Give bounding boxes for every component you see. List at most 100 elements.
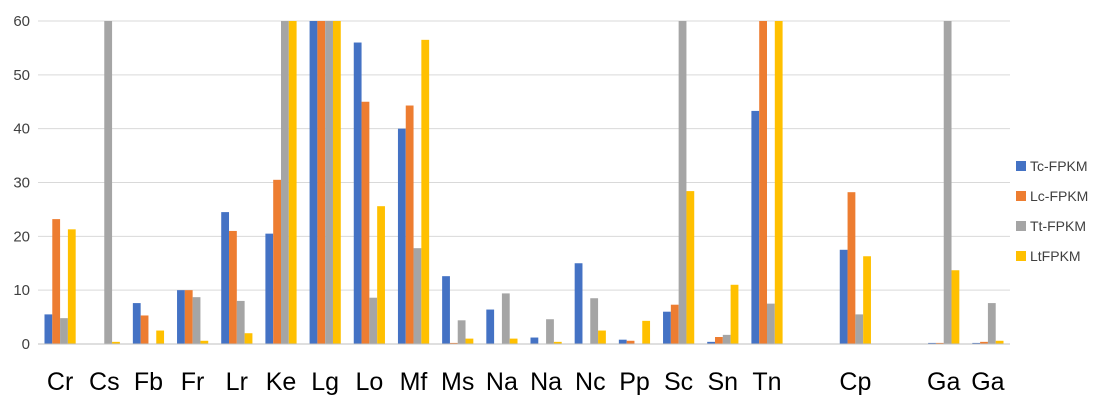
bar-tc-fpkm-cr [44,314,53,344]
bar-ltfpkm-ms [465,338,474,344]
bar-tt-fpkm-tn [767,303,775,345]
x-tick-label: Ga [927,368,960,396]
bar-tt-fpkm-ms [457,320,466,344]
x-tick-label: Cr [47,368,73,396]
bar-tc-fpkm-ke [265,233,274,344]
x-tick-label: Pp [619,368,650,396]
bar-ltfpkm-sc [686,191,695,344]
bar-tc-fpkm-ga [928,342,936,344]
bar-tc-fpkm-sn [707,341,716,344]
bar-tt-fpkm-fr [192,297,201,344]
legend-swatch [1016,221,1026,231]
x-axis-tick-labels: Cr Cs Fb Fr Lr Ke Lg Lo Mf Ms Na Na Nc Pp Sc Sn Tn Cp Ga Ga [47,368,1005,396]
bar-ltfpkm-ga [951,270,960,344]
bar-tt-fpkm-sc [678,21,687,344]
bar-tc-fpkm-tn [751,110,760,345]
gridlines [38,20,1010,291]
x-tick-label: Tn [752,368,781,396]
bar-tt-fpkm-cp [855,314,864,344]
bar-lc-fpkm-mf [405,105,414,345]
bar-ltfpkm-cp [863,256,871,344]
bar-tc-fpkm-lo [353,42,362,344]
y-tick-label: 60 [13,13,30,30]
legend-label: Lc-FPKM [1030,188,1088,204]
bar-ltfpkm-ga [995,340,1004,344]
y-tick-label: 0 [22,336,30,353]
bar-ltfpkm-nc [598,330,606,344]
legend-swatch [1016,191,1026,201]
bar-lc-fpkm-tn [759,21,767,344]
bar-lc-fpkm-ga [935,342,944,344]
x-tick-label: Mf [400,368,428,396]
bar-tc-fpkm-nc [574,263,583,344]
x-tick-label: Lg [311,368,339,396]
bar-tt-fpkm-mf [413,248,422,344]
bar-tt-fpkm-ga [943,21,952,344]
bar-tc-fpkm-na [530,337,539,344]
bar-lc-fpkm-ga [980,341,988,344]
bar-tt-fpkm-ke [281,21,289,344]
bar-ltfpkm-cs [112,341,120,344]
bar-tt-fpkm-lo [369,297,378,344]
y-tick-label: 30 [13,175,30,192]
bar-lc-fpkm-cr [52,219,61,344]
bar-tt-fpkm-lg [325,21,333,344]
bar-ltfpkm-tn [774,21,783,344]
bar-lc-fpkm-cp [847,192,856,344]
x-tick-label: Fb [134,368,163,396]
bar-lc-fpkm-fr [184,290,193,344]
bar-tc-fpkm-sc [663,311,671,344]
y-tick-label: 40 [13,121,30,138]
bar-ltfpkm-ke [288,21,297,344]
y-axis-tick-labels: 0 10 20 30 40 50 60 [13,13,30,353]
bar-lc-fpkm-pp [626,340,635,344]
legend-label: LtFPKM [1030,248,1081,264]
bar-lc-fpkm-fb [140,315,149,344]
x-tick-label: Na [530,368,562,396]
bar-tc-fpkm-ms [442,276,450,344]
bar-tt-fpkm-ga [987,303,996,344]
x-tick-label: Nc [575,368,606,396]
bar-ltfpkm-mf [421,39,430,345]
legend-swatch [1016,251,1026,261]
bar-lc-fpkm-ms [449,342,458,344]
bar-ltfpkm-na [509,338,518,344]
x-tick-label: Ms [441,368,474,396]
bar-tc-fpkm-mf [397,128,406,344]
x-tick-label: Fr [181,368,205,396]
x-tick-label: Cp [839,368,871,396]
bar-lc-fpkm-lo [361,101,370,344]
bar-lc-fpkm-sn [715,337,723,344]
bar-ltfpkm-lg [332,21,341,344]
bar-tt-fpkm-na [546,319,554,344]
bar-tc-fpkm-lg [309,21,318,344]
bar-tc-fpkm-pp [618,339,627,344]
bar-tc-fpkm-ga [972,342,981,344]
x-tick-label: Sc [664,368,693,396]
legend-label: Tc-FPKM [1030,158,1088,174]
y-tick-label: 10 [13,282,30,299]
bar-tc-fpkm-lr [221,212,230,344]
legend-label: Tt-FPKM [1030,218,1086,234]
legend: Tc-FPKM Lc-FPKM Tt-FPKM LtFPKM [1016,158,1088,264]
bar-lc-fpkm-lg [317,21,326,344]
y-tick-label: 50 [13,67,30,84]
bar-tt-fpkm-cs [104,21,113,344]
x-tick-label: Sn [708,368,739,396]
bar-tt-fpkm-na [501,293,510,344]
bar-ltfpkm-lr [244,333,253,344]
bars [44,21,1004,345]
x-tick-label: Lr [226,368,248,396]
x-tick-label: Cs [89,368,120,396]
bar-tt-fpkm-nc [590,298,599,344]
x-tick-label: Ke [266,368,297,396]
x-tick-label: Lo [355,368,383,396]
bar-ltfpkm-fb [156,330,165,344]
bar-ltfpkm-sn [730,284,739,344]
bar-ltfpkm-lo [377,206,385,344]
bar-tc-fpkm-fb [132,303,141,344]
x-tick-label: Ga [971,368,1004,396]
bar-tc-fpkm-cp [839,249,848,344]
bar-tt-fpkm-sn [722,334,731,344]
